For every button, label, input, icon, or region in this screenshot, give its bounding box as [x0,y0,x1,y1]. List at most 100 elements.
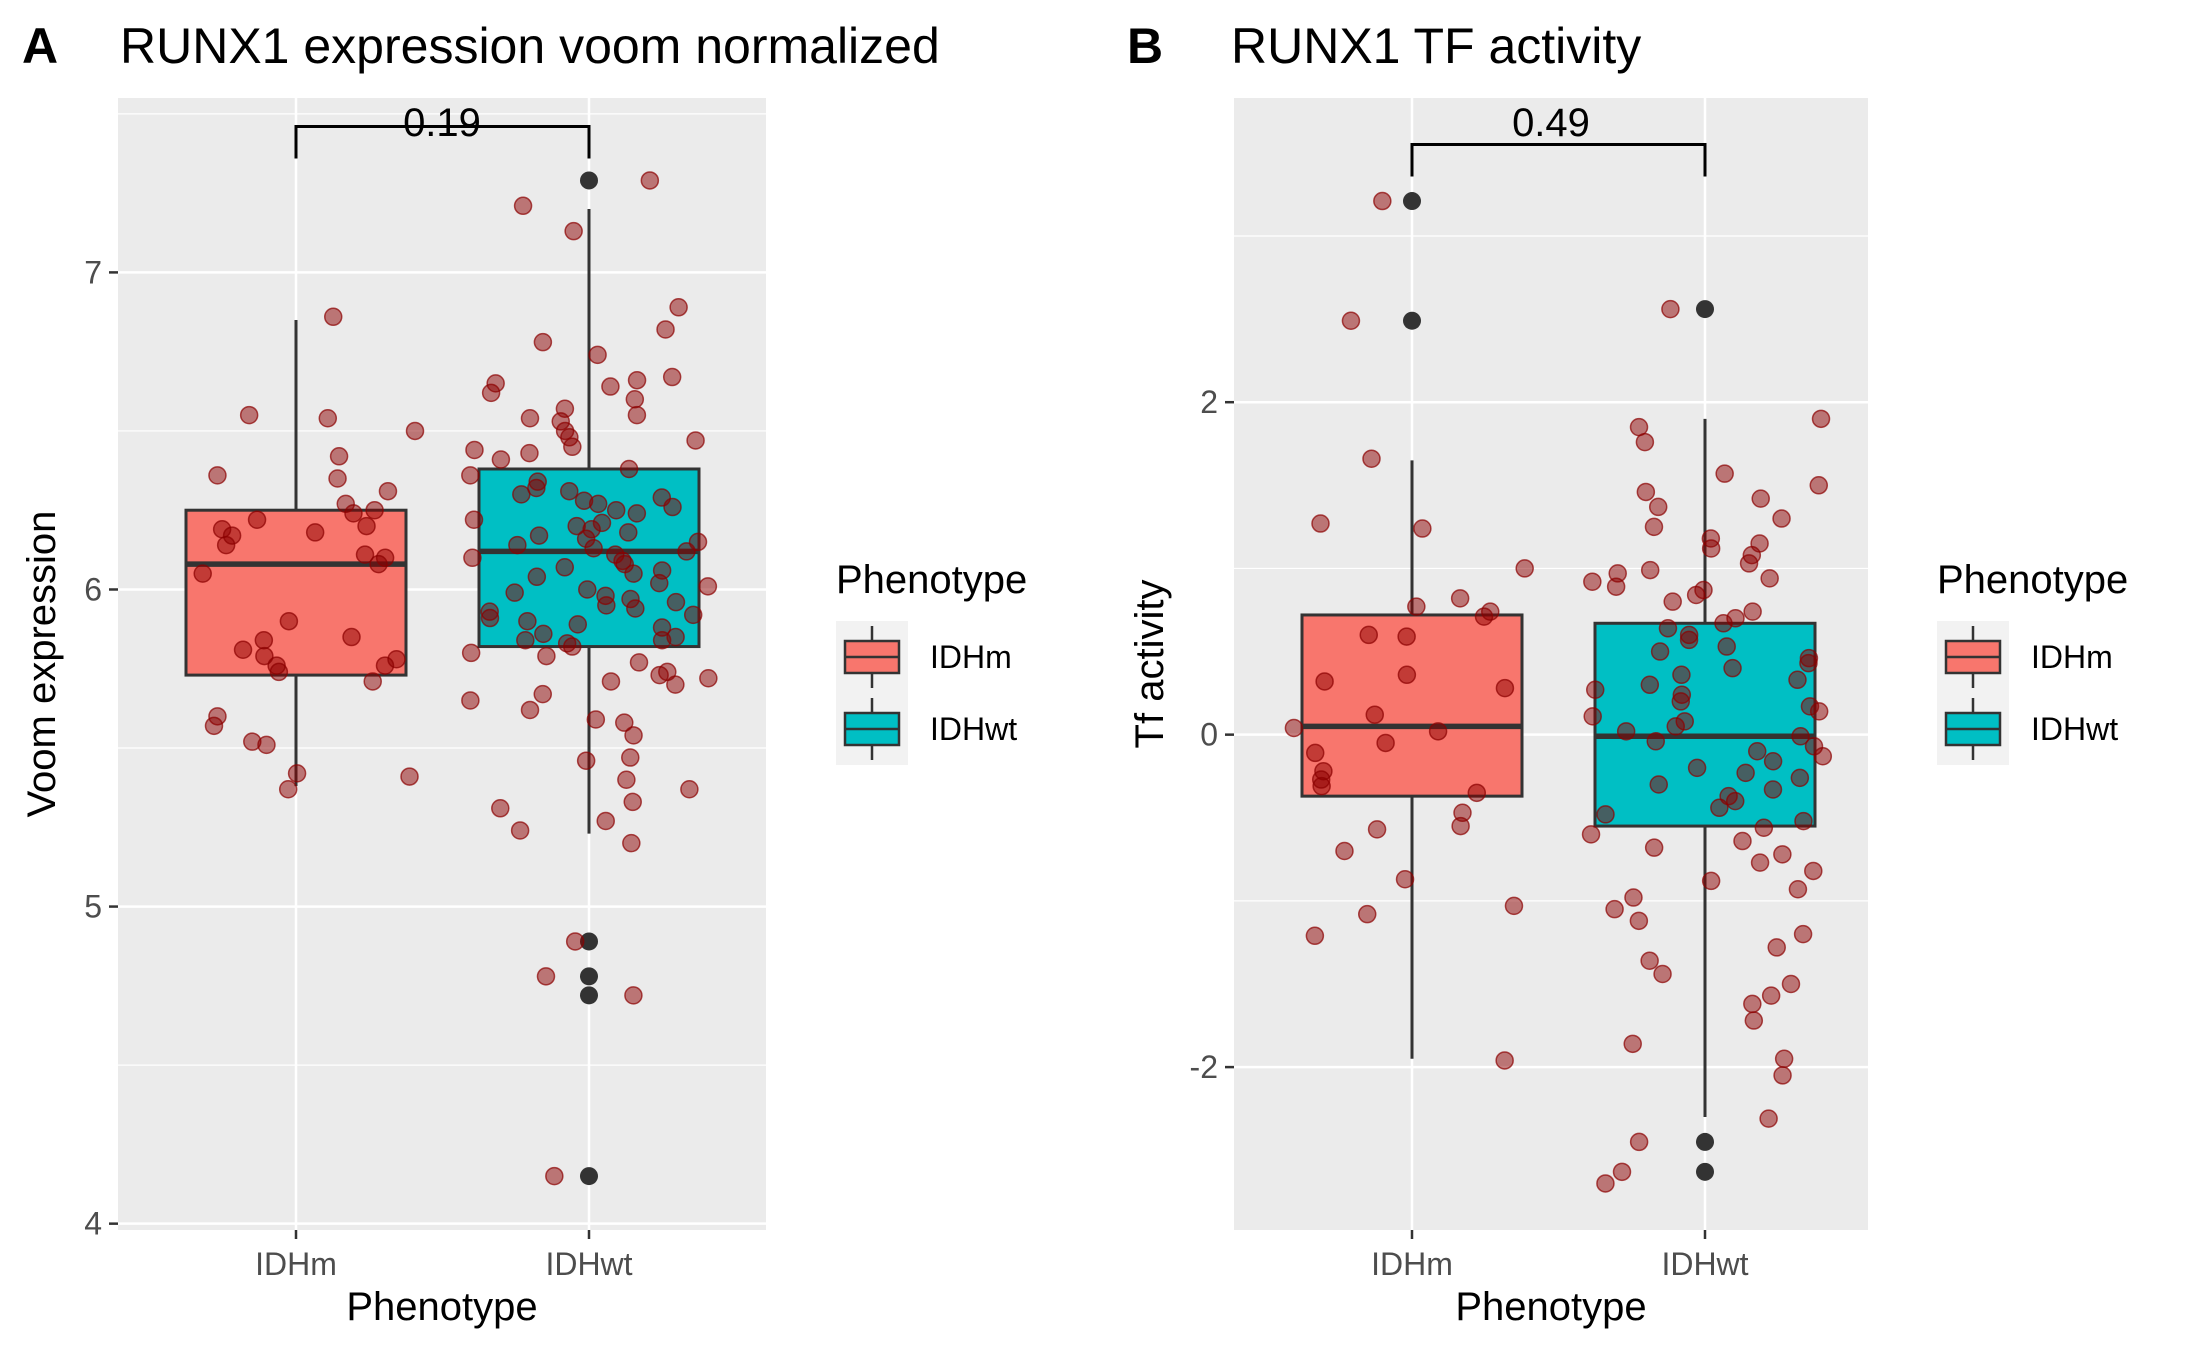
panel-b-y-tick-label: -2 [1190,1049,1218,1085]
panel-a-jitter-point-idhwt [680,779,699,799]
panel-a-jitter-point-idhwt [584,539,603,558]
panel-b-jitter-point-idhwt [1799,653,1818,673]
panel-b-jitter-point-idhwt [1788,879,1808,899]
panel-b-jitter-point-idhwt [1763,751,1783,771]
panel-b-jitter-point-idhwt [1772,509,1791,528]
panel-b-jitter-point-idhwt [1612,1162,1632,1182]
panel-b-letter: B [1127,18,1163,74]
panel-b-jitter-point-idhwt [1623,1034,1642,1054]
panel-a-jitter-point-idhm [369,554,388,574]
panel-b-jitter-point-idhwt [1747,742,1767,761]
panel-a-jitter-point-idhwt [606,500,626,520]
panel-b-jitter-point-idhwt [1646,732,1666,751]
panel-a: A RUNX1 expression voom normalized 4 5 6 7 I… [20,18,940,1329]
panel-a-jitter-point-idhwt [529,526,549,545]
panel-a-jitter-point-idhwt [465,440,484,460]
panel-b-y-tick-label: 2 [1200,384,1218,420]
panel-a-outlier-idhwt [580,986,598,1005]
panel-a-jitter-point-idhwt [622,833,641,853]
panel-b-jitter-point-idhwt [1640,675,1660,695]
panel-a-jitter-point-idhm [204,716,224,736]
panel-b-jitter-point-idhm [1305,926,1325,946]
panel-b-jitter-point-idhwt [1605,899,1624,919]
panel-a-jitter-point-idhwt [686,431,705,450]
panel-b-jitter-point-idhm [1428,722,1448,741]
panel-a-jitter-point-idhwt [652,630,672,650]
panel-b-comparison-bracket [1410,143,1707,177]
panel-b-y-axis-title: Tf activity [1128,580,1172,749]
panel-b-outlier-idhwt [1696,1132,1714,1151]
panel-a-jitter-point-idhwt [563,437,582,457]
panel-a-outlier-idhwt [580,967,598,986]
panel-b-jitter-point-idhm [1365,705,1385,724]
panel-b-jitter-point-idhwt [1640,951,1659,970]
panel-b-jitter-point-idhwt [1701,539,1721,558]
panel-b-jitter-point-idhm [1341,311,1361,330]
panel-a-jitter-point-idhwt [545,1166,564,1186]
panel-a-jitter-point-idhwt [601,672,621,691]
panel-a-jitter-point-idhwt [663,497,682,517]
panel-a-jitter-point-idhwt [481,383,501,403]
panel-a-jitter-point-idhwt [520,700,540,720]
panel-b-jitter-point-idhwt [1794,811,1813,831]
panel-a-jitter-point-idhm [400,767,419,786]
panel-a-jitter-point-idhwt [533,684,553,704]
panel-b-jitter-point-idhwt [1773,845,1792,864]
panel-b-jitter-point-idhwt [1790,768,1810,788]
panel-a-jitter-point-idhwt [464,510,484,529]
panel-b-jitter-point-idhm [1451,816,1470,836]
panel-a-jitter-point-idhwt [510,821,530,840]
panel-b-x-axis-title: Phenotype [1455,1285,1646,1329]
legend-b-key-idhwt [1937,693,2009,765]
panel-b-jitter-point-idhm [1407,597,1426,616]
panel-a-jitter-point-idhm [305,523,325,542]
panel-b-jitter-point-idhwt [1583,707,1602,726]
panel-b-jitter-point-idhwt [1616,722,1636,741]
panel-b-jitter-point-idhwt [1635,432,1655,452]
panel-b-jitter-point-idhm [1359,625,1379,645]
panel-a-jitter-point-idhm [365,500,384,520]
panel-a-jitter-point-idhwt [640,171,660,190]
legend-b-key-idhm [1937,621,2009,693]
panel-b-jitter-point-idhwt [1739,554,1759,573]
panel-a-jitter-point-idhwt [534,624,553,644]
panel-b-jitter-point-idhm [1413,519,1432,538]
panel-a-x-tick-label: IDHwt [545,1246,632,1282]
panel-b-jitter-point-idhwt [1725,791,1745,811]
legend-a-key-idhm [836,621,908,693]
panel-b-jitter-point-idhwt [1773,1066,1792,1085]
panel-a-jitter-point-idhwt [650,665,669,685]
panel-a-pvalue-label: 0.19 [403,101,481,145]
panel-a-x-tick-label: IDHm [255,1246,337,1282]
panel-b-jitter-point-idhwt [1629,1132,1649,1152]
legend-a-title: Phenotype [836,558,1027,602]
panel-b-y-tick-label: 0 [1200,717,1218,753]
panel-a-jitter-point-idhwt [621,748,640,767]
panel-b-jitter-point-idhwt [1763,780,1783,799]
panel-a-jitter-point-idhwt [666,675,685,694]
panel-a-jitter-point-idhwt [601,377,620,396]
panel-b-jitter-point-idhwt [1804,861,1823,881]
panel-b-jitter-point-idhwt [1606,577,1626,596]
panel-b-jitter-point-idhwt [1648,497,1668,517]
panel-b-jitter-point-idhwt [1736,763,1755,783]
panel-b-jitter-point-idhm [1495,678,1515,698]
panel-b-jitter-point-idhwt [1596,805,1615,824]
panel-a-jitter-point-idhm [193,564,212,583]
panel-a-jitter-point-idhwt [491,450,511,469]
panel-a-jitter-point-idhm [342,627,361,647]
panel-b-jitter-point-idhwt [1640,560,1660,580]
panel-b-jitter-point-idhwt [1811,409,1831,429]
panel-a-jitter-point-idhwt [669,298,688,317]
panel-a-jitter-point-idhwt [564,221,583,241]
panel-a-y-tick-label: 6 [84,571,102,607]
panel-a-jitter-point-idhwt [597,596,616,615]
panel-b-jitter-point-idhwt [1581,825,1601,844]
panel-a-jitter-point-idhwt [624,726,643,745]
panel-b-x-tick-label: IDHwt [1661,1246,1748,1282]
panel-a-jitter-point-idhm [329,447,349,466]
panel-a-jitter-point-idhm [363,672,382,691]
panel-b-jitter-point-idhwt [1583,572,1602,591]
panel-b-jitter-point-idhwt [1644,517,1664,537]
panel-a-jitter-point-idhm [257,735,276,755]
